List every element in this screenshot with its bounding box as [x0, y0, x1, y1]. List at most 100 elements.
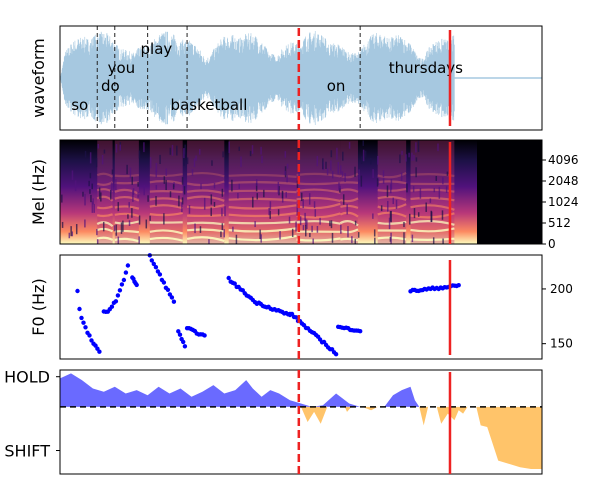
mel-texture [339, 185, 341, 191]
mel-texture [184, 144, 186, 155]
mel-texture [399, 154, 401, 164]
f0-point [293, 315, 299, 320]
mel-texture [89, 189, 91, 194]
f0-points [75, 253, 461, 357]
mel-texture [92, 198, 94, 205]
mel-texture [286, 175, 288, 183]
mel-texture [249, 150, 252, 157]
mel-texture [102, 221, 105, 232]
mel-voiced-region [149, 140, 183, 244]
word-label: on [327, 77, 346, 95]
mel-texture [308, 193, 311, 205]
mel-voiced-region [97, 140, 113, 244]
mel-texture [340, 224, 342, 234]
turn-ytick-label: SHIFT [4, 442, 50, 461]
mel-texture [354, 238, 357, 244]
mel-texture [84, 150, 87, 158]
mel-texture [213, 183, 216, 189]
mel-texture [178, 195, 180, 207]
mel-harmonic [228, 189, 297, 194]
mel-texture [291, 228, 294, 237]
mel-ytick-label: 0 [548, 237, 556, 251]
mel-texture [296, 204, 299, 216]
mel-texture [387, 200, 389, 212]
mel-harmonic [149, 236, 183, 242]
mel-texture [163, 176, 166, 184]
mel-texture [437, 143, 439, 152]
mel-texture [88, 180, 90, 187]
mel-texture [256, 193, 258, 200]
mel-texture [299, 216, 302, 226]
mel-harmonic [114, 195, 140, 202]
mel-texture [199, 226, 202, 233]
mel-texture [412, 186, 415, 193]
mel-texture [417, 140, 420, 152]
mel-texture [285, 191, 287, 198]
mel-texture [97, 143, 100, 149]
mel-harmonic [296, 237, 341, 242]
mel-texture [401, 150, 403, 156]
mel-texture [165, 179, 167, 191]
mel-harmonic [228, 181, 297, 186]
mel-texture [89, 172, 92, 179]
mel-texture [316, 226, 319, 233]
f0-point [202, 333, 207, 338]
f0-point [77, 306, 82, 312]
mel-harmonic [96, 213, 113, 218]
turn-yticks: HOLD SHIFT [4, 368, 60, 461]
mel-texture [377, 178, 380, 185]
f0-point [151, 261, 156, 267]
mel-harmonic [377, 195, 407, 201]
mel-texture [181, 197, 184, 205]
mel-harmonic [377, 188, 407, 192]
f0-point [81, 320, 86, 325]
mel-axes-frame [59, 139, 543, 245]
mel-texture [309, 233, 311, 238]
mel-texture [432, 237, 435, 244]
mel-texture [288, 216, 291, 224]
mel-texture [284, 170, 286, 176]
mel-texture [441, 210, 444, 220]
mel-texture [408, 213, 411, 225]
mel-texture [373, 229, 376, 237]
mel-harmonic [340, 237, 359, 242]
mel-texture [413, 154, 415, 161]
mel-texture [382, 170, 385, 178]
f0-point [149, 258, 154, 263]
mel-texture [159, 154, 161, 164]
word-label: play [141, 40, 173, 58]
mel-texture [89, 152, 92, 164]
mel-texture [358, 169, 360, 180]
mel-texture [71, 170, 74, 180]
mel-texture [319, 217, 321, 225]
mel-texture [193, 158, 196, 168]
mel-texture [222, 151, 224, 158]
mel-texture [413, 208, 416, 219]
mel-texture [331, 170, 334, 179]
mel-texture [337, 162, 340, 174]
mel-texture [261, 155, 263, 164]
mel-texture [200, 183, 202, 190]
mel-spectrogram [60, 140, 542, 244]
mel-texture [390, 232, 392, 244]
word-label: do [101, 77, 120, 95]
mel-texture [326, 168, 329, 176]
mel-texture [390, 184, 392, 194]
mel-texture [232, 226, 234, 232]
f0-point [87, 333, 92, 338]
mel-texture [210, 194, 213, 205]
mel-harmonic [340, 228, 359, 234]
mel-texture [213, 201, 216, 207]
mel-texture [100, 192, 102, 202]
mel-harmonic [339, 211, 359, 218]
mel-texture [406, 183, 408, 193]
mel-texture [279, 231, 281, 240]
mel-texture [115, 224, 118, 236]
mel-texture [131, 208, 133, 218]
f0-point [89, 338, 94, 343]
mel-harmonic [377, 203, 407, 210]
f0-point [97, 349, 102, 354]
mel-harmonic [96, 221, 114, 228]
mel-texture [403, 222, 405, 228]
